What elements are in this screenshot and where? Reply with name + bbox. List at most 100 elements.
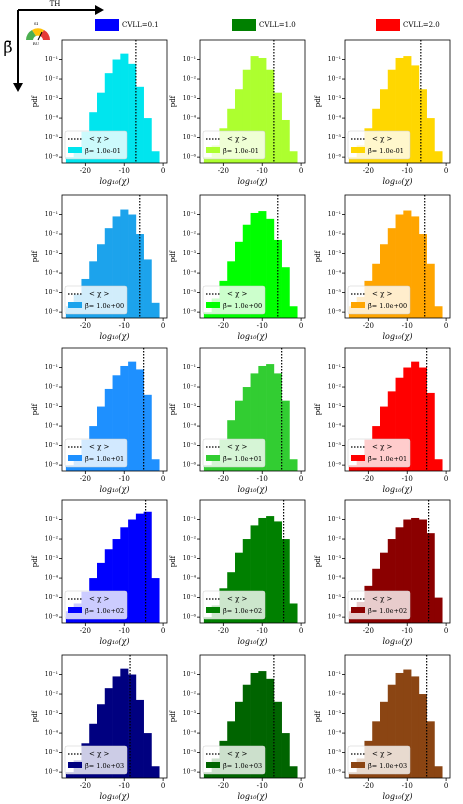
y-tick-label: 10⁻¹ [45,211,58,218]
bar [203,617,212,623]
y-tick-label: 10⁻² [45,76,59,83]
x-tick-label: -10 [402,782,413,790]
bar [434,151,443,163]
x-arrow-label: TH [50,0,61,8]
bar [104,388,113,471]
legend-label: β̄= 1.0e+03 [368,762,407,770]
bar [203,772,212,778]
bar [289,306,298,318]
bar [135,369,144,471]
bar [281,733,290,778]
bar [411,361,420,471]
y-tick-label: 10⁻⁴ [45,423,59,430]
y-tick-label: 10⁻³ [328,555,342,562]
legend-label: < χ > [227,135,248,143]
bar [128,214,137,318]
bar [380,701,389,778]
legend-swatch [351,762,365,768]
legend-swatch [206,762,220,768]
legend-label: < χ > [227,595,248,603]
y-tick-label: 10⁻⁶ [328,769,342,776]
legend-label: β̄= 1.0e+02 [85,607,124,615]
icon-label: SI [34,21,39,26]
x-tick-label: -10 [402,475,413,483]
bar [411,676,420,778]
bar [403,669,412,778]
legend-label: β̄= 1.0e-01 [223,147,259,155]
bar [104,73,113,163]
y-tick-label: 10⁻¹ [45,516,58,523]
bar [151,578,160,623]
axes-frame [344,347,451,472]
x-tick-label: -10 [257,782,268,790]
x-axis-label: log₁₀(χ) [238,637,268,646]
x-tick-label: 0 [299,322,303,330]
bar [266,364,275,471]
y-tick-label: 10⁻⁴ [183,575,197,582]
legend-label: < χ > [89,750,110,758]
bar [143,259,152,318]
y-tick-label: 10⁻⁶ [45,614,59,621]
legend-swatch [68,455,82,461]
y-tick-label: 10⁻³ [183,403,197,410]
y-tick-label: 10⁻⁵ [45,289,59,296]
y-tick-label: 10⁻⁶ [183,462,197,469]
y-tick-label: 10⁻⁵ [45,594,59,601]
axes-frame [61,39,168,164]
legend-label: < χ > [227,443,248,451]
y-axis-label: pdf [169,554,177,567]
x-axis-label: log₁₀(χ) [383,177,413,186]
y-tick-label: 10⁻² [328,691,342,698]
x-axis-label: log₁₀(χ) [383,332,413,341]
bar [242,684,251,778]
x-tick-label: -20 [80,475,91,483]
bar [289,603,298,623]
y-axis-label: pdf [314,709,322,722]
bar [426,721,435,778]
legend-label: < χ > [227,290,248,298]
legend-label: < χ > [89,135,110,143]
bar [143,733,152,778]
y-tick-label: 10⁻² [183,691,197,698]
y-tick-label: 10⁻⁵ [183,442,197,449]
x-tick-label: -20 [218,782,229,790]
y-tick-label: 10⁻³ [328,250,342,257]
axes-frame [199,347,306,472]
bar [289,459,298,471]
y-tick-label: 10⁻⁶ [45,462,59,469]
bar [380,89,389,163]
x-axis-label: log₁₀(χ) [100,637,130,646]
bar [380,244,389,318]
bar [434,306,443,318]
bar [151,766,160,778]
legend-label: < χ > [372,443,393,451]
y-tick-label: 10⁻⁴ [45,115,59,122]
x-tick-label: -20 [363,782,374,790]
bar [112,59,121,164]
bar [403,210,412,318]
legend-label: CVLL=2.0 [403,21,440,29]
y-tick-label: 10⁻⁵ [328,442,342,449]
y-tick-label: 10⁻⁴ [328,115,342,122]
y-tick-label: 10⁻¹ [328,516,341,523]
y-tick-label: 10⁻⁴ [183,423,197,430]
bar [242,539,251,623]
y-tick-label: 10⁻¹ [183,671,196,678]
y-tick-label: 10⁻² [45,231,59,238]
bar [104,228,113,318]
legend-swatch [68,607,82,613]
y-tick-label: 10⁻⁴ [183,115,197,122]
icon-label: RU [33,41,40,46]
y-tick-label: 10⁻¹ [328,364,341,371]
bar [250,672,259,778]
y-axis-label: pdf [31,249,39,262]
x-axis-label: log₁₀(χ) [100,485,130,494]
y-tick-label: 10⁻⁶ [328,462,342,469]
y-tick-label: 10⁻⁶ [328,614,342,621]
legend-label: < χ > [372,595,393,603]
legend-label: CVLL=0.1 [122,21,159,29]
axes-frame [344,194,451,319]
legend-label: β̄= 1.0e+03 [223,762,262,770]
bar [250,212,259,318]
y-tick-label: 10⁻⁵ [183,289,197,296]
